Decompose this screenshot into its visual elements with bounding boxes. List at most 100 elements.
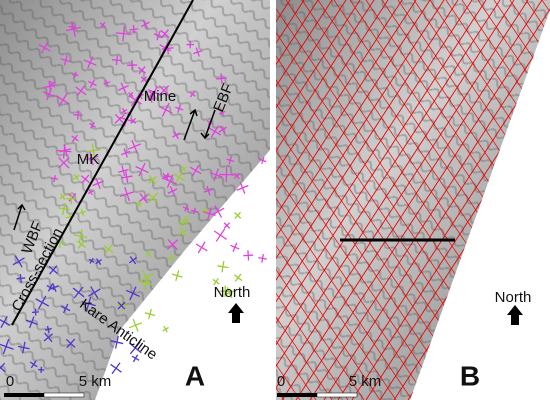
symbol (16, 273, 26, 283)
profile-line (276, 0, 333, 400)
fault-arrow (200, 109, 216, 140)
symbol (175, 104, 184, 113)
symbol (233, 172, 241, 180)
profile-line (276, 0, 461, 400)
scale-bar (4, 393, 44, 397)
symbol (189, 91, 196, 98)
symbol (56, 93, 70, 107)
symbol (213, 228, 228, 242)
symbol (67, 192, 77, 202)
symbol (38, 366, 45, 373)
scale-end: 5 km (349, 373, 382, 390)
symbol (137, 66, 147, 75)
symbol (243, 250, 254, 261)
profile-line (276, 0, 349, 400)
symbol (147, 175, 158, 185)
symbol (29, 360, 38, 369)
scale-bar (277, 393, 317, 397)
symbol (226, 156, 235, 165)
symbol (138, 192, 149, 204)
symbol (216, 73, 227, 84)
profile-line (276, 0, 381, 400)
symbol (103, 244, 114, 255)
symbol (236, 181, 249, 195)
fault-arrow (13, 203, 26, 231)
symbol (136, 200, 143, 207)
symbol (119, 186, 135, 202)
terrain-texture (276, 0, 550, 400)
symbol (75, 85, 87, 97)
symbol (153, 30, 164, 41)
symbol (139, 270, 154, 285)
symbol (224, 287, 236, 299)
symbol (163, 174, 177, 188)
symbol (129, 318, 143, 332)
symbol (73, 110, 83, 120)
symbol (35, 295, 50, 310)
profile-line (276, 0, 429, 400)
symbol (44, 81, 56, 92)
symbol (120, 171, 133, 183)
symbol (68, 23, 76, 31)
symbol (86, 143, 101, 158)
profile-line (461, 0, 550, 400)
profile-line (276, 0, 459, 400)
scale-start: 0 (6, 373, 14, 390)
symbol (57, 156, 70, 169)
symbol (111, 55, 122, 66)
north-label: North (214, 284, 251, 301)
symbol (87, 189, 94, 196)
profile-line (281, 0, 543, 400)
symbol (25, 316, 38, 329)
symbol (95, 258, 103, 265)
symbol (130, 117, 137, 125)
profile-line (276, 0, 445, 400)
profile-line (333, 0, 550, 400)
symbol (110, 362, 122, 375)
scale-bar (316, 392, 358, 398)
symbol (120, 107, 128, 115)
symbol (148, 85, 162, 99)
symbol (89, 121, 96, 129)
profile-line (276, 0, 417, 400)
north-arrow (228, 303, 244, 323)
profile-line (276, 0, 389, 400)
scale-end: 5 km (79, 373, 112, 390)
symbol (71, 134, 79, 143)
symbol (159, 41, 172, 54)
symbol (211, 205, 225, 218)
terrain-texture (0, 0, 270, 400)
symbol (147, 192, 159, 204)
profile-line (276, 0, 445, 400)
profile-line (276, 0, 365, 400)
symbol (163, 172, 171, 180)
fault-arrow (183, 108, 198, 141)
symbol (259, 157, 267, 165)
profile-line (429, 0, 550, 400)
symbol (217, 260, 229, 273)
symbol (117, 301, 126, 310)
symbol (88, 286, 101, 299)
profile-line (276, 0, 515, 400)
scale-bar (43, 392, 85, 398)
profile-line (276, 0, 473, 400)
symbol (208, 125, 222, 138)
symbol (219, 109, 226, 116)
symbol (114, 113, 125, 125)
profile-line (309, 0, 550, 400)
symbol (158, 102, 173, 117)
symbol (125, 286, 140, 301)
symbol (121, 148, 131, 158)
symbol (60, 303, 71, 314)
symbol (166, 238, 179, 251)
symbol (0, 338, 14, 355)
symbol (186, 40, 195, 49)
symbol (43, 332, 54, 343)
profile-line (276, 0, 477, 400)
symbol (128, 341, 142, 355)
symbol (147, 95, 155, 103)
symbol (72, 286, 85, 299)
symbol (127, 139, 142, 154)
symbol (17, 341, 30, 354)
